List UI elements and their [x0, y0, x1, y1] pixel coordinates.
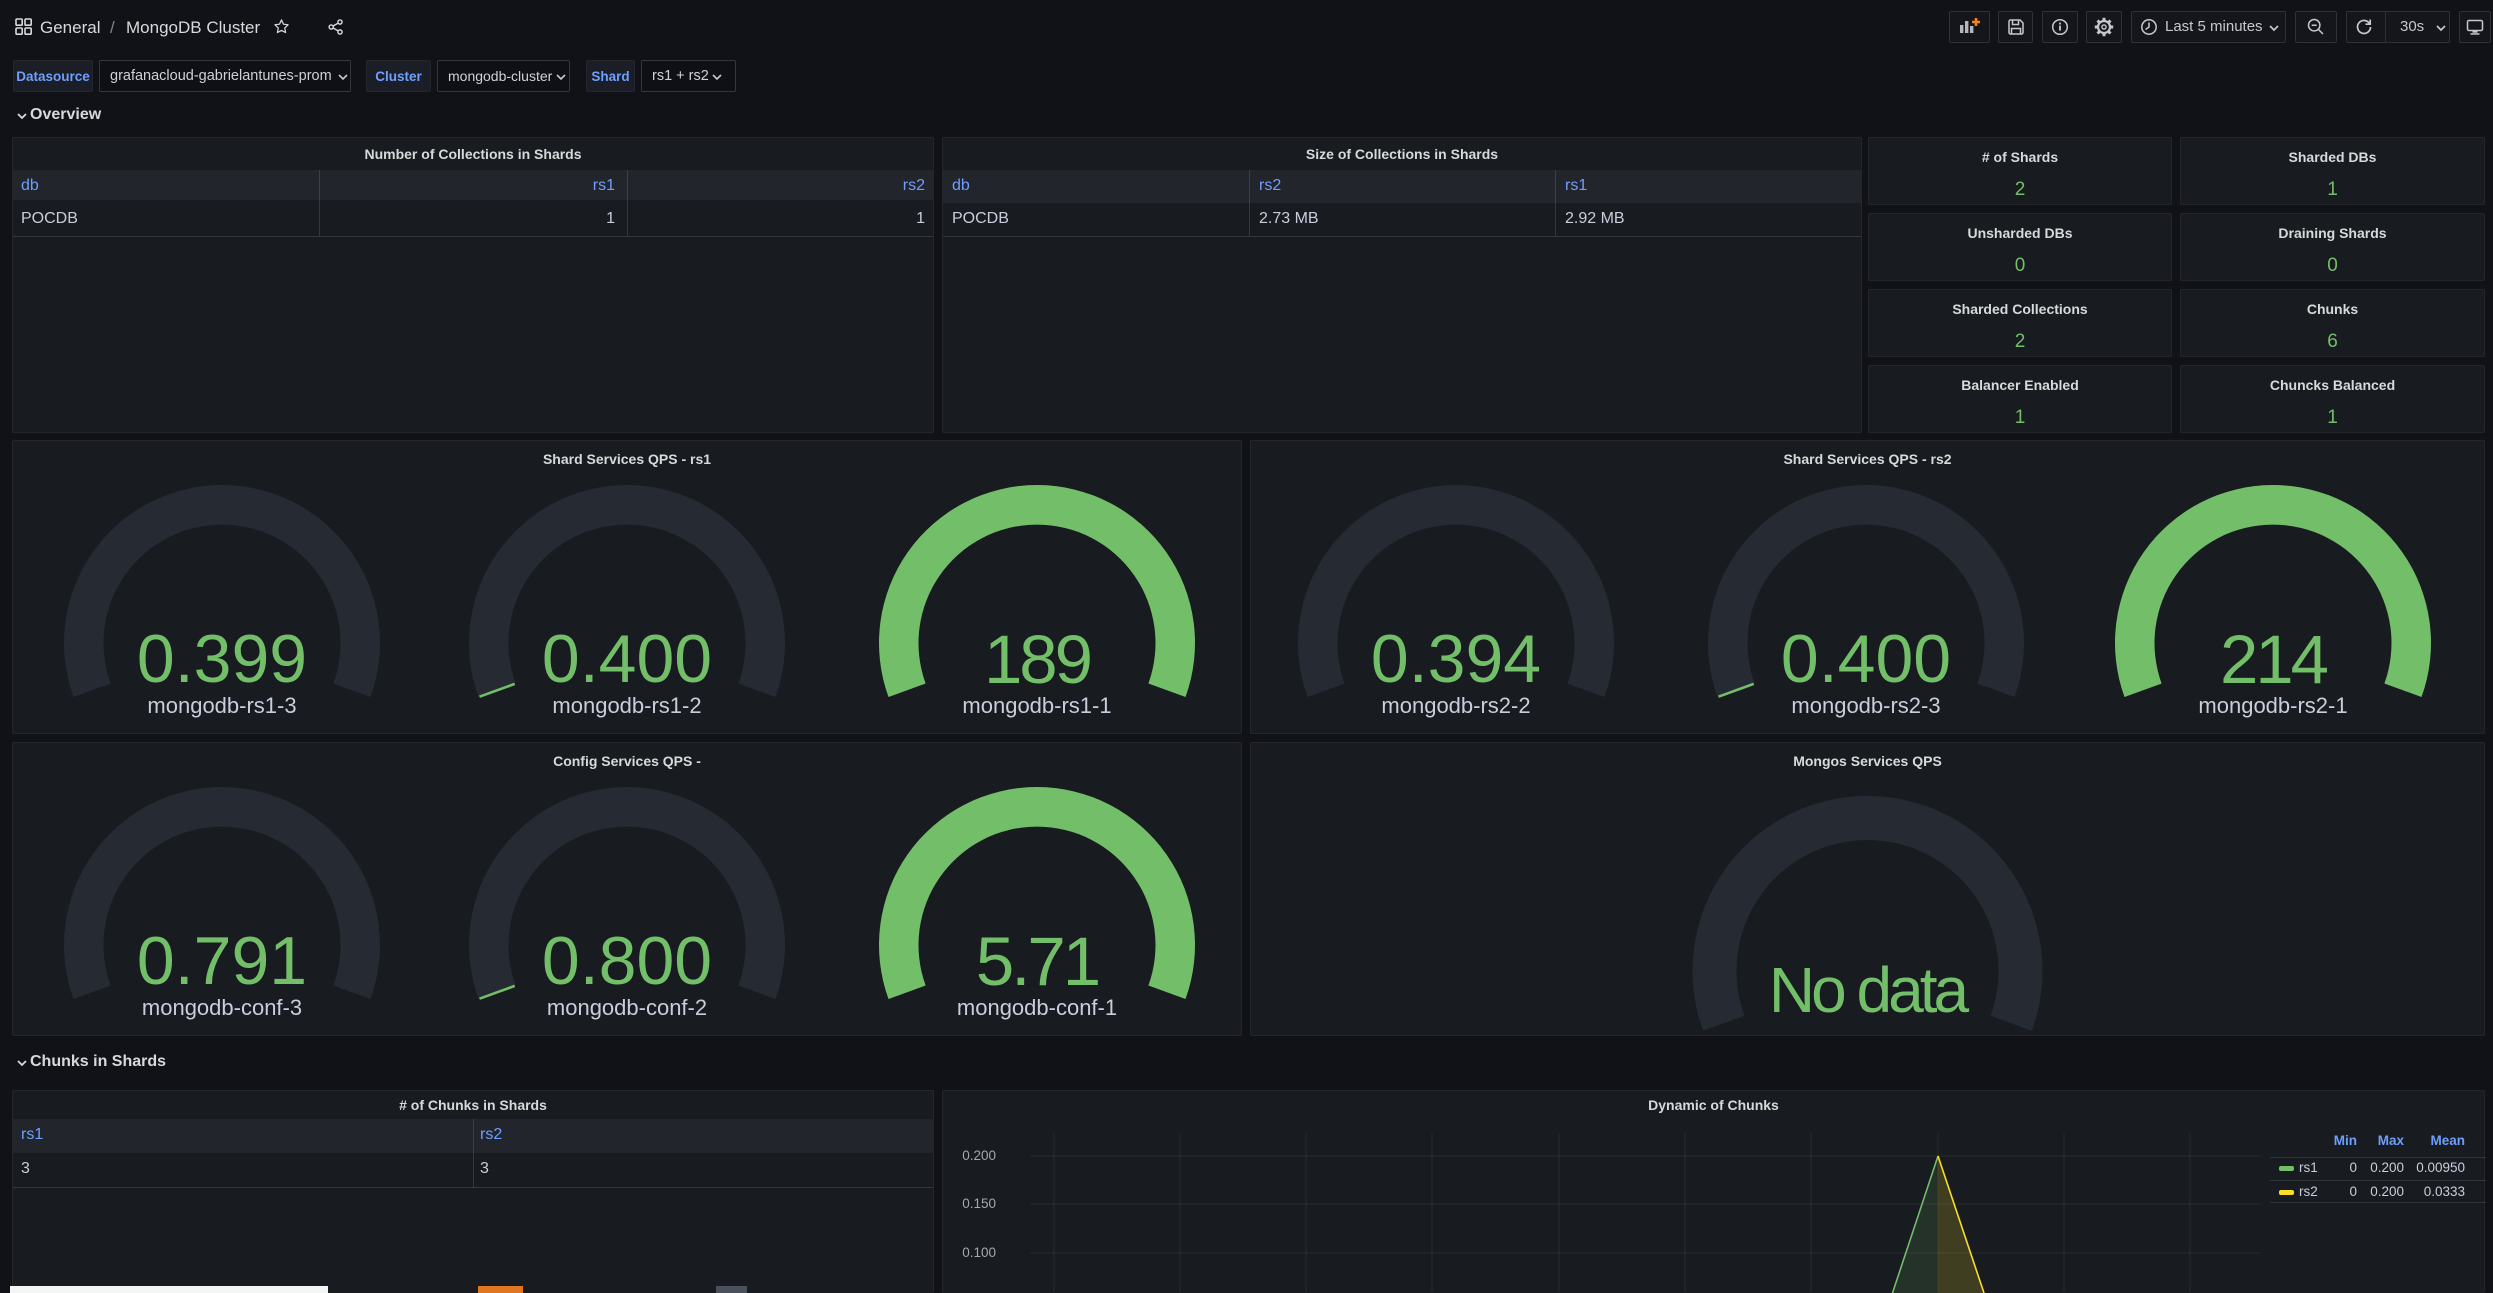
- svg-text:0.200: 0.200: [962, 1148, 996, 1163]
- svg-text:0.150: 0.150: [962, 1196, 996, 1211]
- svg-text:0.100: 0.100: [962, 1245, 996, 1260]
